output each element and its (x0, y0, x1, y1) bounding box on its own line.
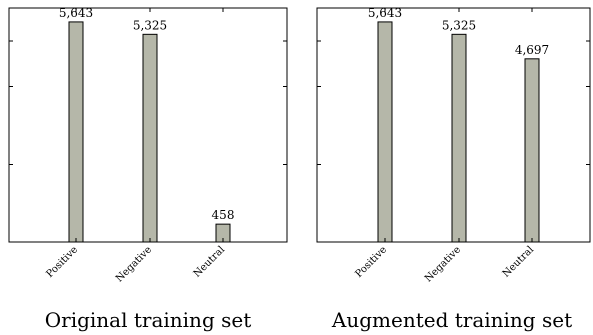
data-label-negative: 5,325 (133, 18, 167, 32)
x-tick-label-positive: Positive (44, 244, 80, 280)
data-label-positive: 5,643 (59, 6, 93, 20)
bar-negative (451, 33, 467, 243)
x-tick-label-positive: Positive (353, 244, 389, 280)
data-label-negative: 5,325 (442, 18, 476, 32)
x-tick-label-neutral: Neutral (192, 244, 227, 279)
x-tick-label-neutral: Neutral (501, 244, 536, 279)
x-tick-label-negative: Negative (423, 244, 463, 284)
chart-1: 5,643 Positive 5,325 Negative 458 Neutral Orig… (8, 6, 288, 332)
data-label-neutral: 458 (212, 208, 235, 222)
bar-negative (142, 33, 158, 243)
chart-2: 5,643 Positive 5,325 Negative 4,697 Neutral Au… (316, 6, 591, 332)
bar-neutral (524, 58, 540, 243)
data-label-positive: 5,643 (368, 6, 402, 20)
x-tick-label-negative: Negative (114, 244, 154, 284)
bar-positive (68, 21, 84, 243)
chart-title: Original training set (45, 308, 251, 332)
bar-positive (377, 21, 393, 243)
data-label-neutral: 4,697 (515, 43, 549, 57)
chart-title: Augmented training set (331, 308, 572, 332)
